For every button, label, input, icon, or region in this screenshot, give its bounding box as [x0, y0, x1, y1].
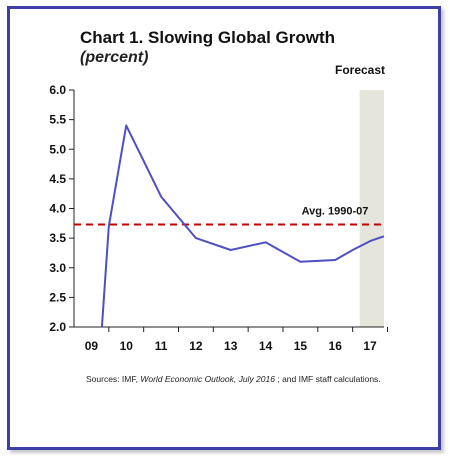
y-tick-label: 4.5 — [49, 172, 66, 186]
y-tick-label: 6.0 — [49, 83, 66, 97]
x-tick-label: 17 — [363, 339, 377, 353]
forecast-label: Forecast — [335, 63, 385, 77]
average-reference-label: Avg. 1990-07 — [302, 205, 369, 217]
y-tick-label: 5.5 — [49, 113, 66, 127]
chart-title: Chart 1. Slowing Global Growth — [80, 28, 336, 47]
x-tick-label: 15 — [294, 339, 308, 353]
growth-series-line — [100, 124, 385, 328]
x-tick-labels: 09 10 11 12 13 14 15 16 17 — [85, 339, 377, 353]
y-tick-label: 3.0 — [49, 261, 66, 275]
source-label: Sources: IMF, — [86, 374, 141, 384]
x-tick-label: 14 — [259, 339, 273, 353]
chart-subtitle: (percent) — [80, 49, 149, 66]
y-tick-labels: 2.0 2.5 3.0 3.5 4.0 4.5 5.0 5.5 6.0 — [49, 83, 66, 334]
y-tick-label: 2.5 — [49, 290, 66, 304]
x-tick-label: 13 — [224, 339, 238, 353]
x-tick-label: 16 — [329, 339, 343, 353]
y-tick-label: 4.0 — [49, 202, 66, 216]
source-publication: World Economic Outlook, July 2016 — [140, 374, 275, 384]
y-tick-label: 3.5 — [49, 231, 66, 245]
forecast-region — [359, 90, 384, 327]
x-tick-label: 10 — [120, 339, 134, 353]
x-tick-label: 12 — [189, 339, 203, 353]
axes — [69, 89, 388, 332]
source-rest: ; and IMF staff calculations. — [274, 374, 381, 384]
y-tick-label: 5.0 — [49, 142, 66, 156]
x-tick-label: 09 — [85, 339, 99, 353]
source-note: Sources: IMF, World Economic Outlook, Ju… — [86, 374, 416, 385]
y-tick-label: 2.0 — [49, 320, 66, 334]
x-tick-label: 11 — [155, 339, 168, 353]
